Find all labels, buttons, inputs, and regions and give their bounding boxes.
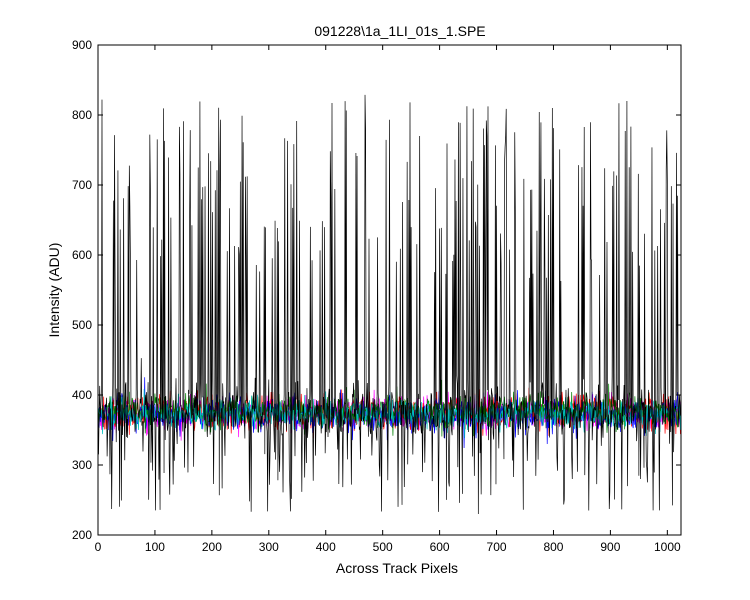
series-line-6 — [97, 94, 682, 514]
x-axis-label: Across Track Pixels — [336, 560, 458, 576]
y-tick-label: 600 — [72, 248, 92, 262]
x-tick-label: 300 — [259, 540, 279, 554]
x-tick-label: 800 — [543, 540, 563, 554]
y-tick-label: 300 — [72, 458, 92, 472]
tick-layer: 0 100 200 300 400 500 600 700 800 900 1000 200 300 40… — [72, 38, 681, 554]
x-tick-label: 200 — [202, 540, 222, 554]
series-line-5 — [97, 389, 682, 439]
y-tick-label: 400 — [72, 388, 92, 402]
x-tick-label: 700 — [487, 540, 507, 554]
x-tick-label: 1000 — [654, 540, 681, 554]
x-tick-label: 0 — [95, 540, 102, 554]
y-tick-label: 500 — [72, 318, 92, 332]
x-tick-label: 400 — [316, 540, 336, 554]
x-tick-label: 100 — [145, 540, 165, 554]
y-tick-label: 900 — [72, 38, 92, 52]
series-layer — [97, 94, 682, 514]
y-tick-label: 800 — [72, 108, 92, 122]
x-tick-label: 900 — [600, 540, 620, 554]
chart-title: 091228\1a_1LI_01s_1.SPE — [314, 23, 485, 39]
y-axis-label: Intensity (ADU) — [46, 243, 62, 338]
x-tick-label: 500 — [373, 540, 393, 554]
x-tick-label: 600 — [430, 540, 450, 554]
axes-frame — [97, 44, 682, 536]
y-tick-label: 200 — [72, 528, 92, 542]
y-tick-label: 700 — [72, 178, 92, 192]
